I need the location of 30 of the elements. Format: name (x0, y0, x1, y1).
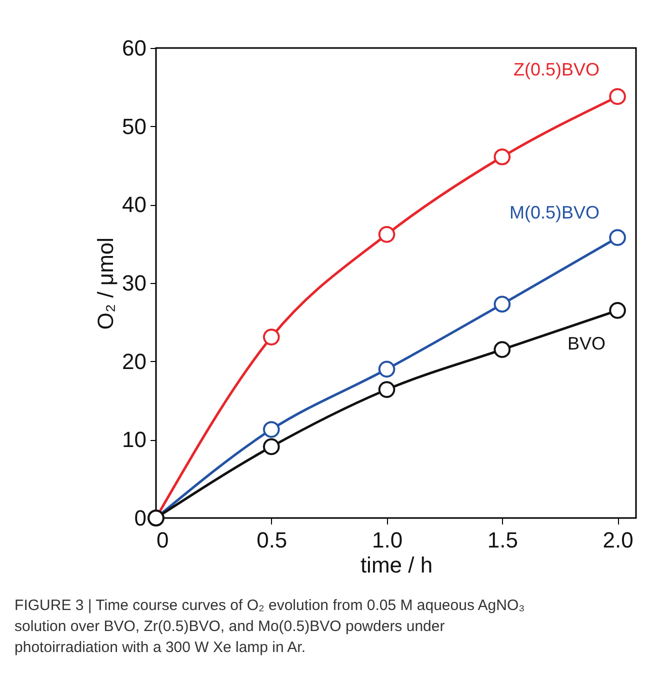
point (262, 328, 280, 346)
point (378, 226, 396, 243)
point (378, 381, 396, 398)
x-axis-title: time / h (360, 552, 433, 578)
point (494, 296, 511, 313)
y-tick-label: 60 (122, 36, 146, 60)
caption: FIGURE 3 | Time course curves of O₂ evolution from 0.05 M aqueous AgNO₃ solution over BVO, Zr(0.5)BVO, and Mo(0.5)BVO powders under photoirradiation with a 300 W Xe lamp in Ar. (14, 597, 525, 656)
x-tick-label: 2.0 (602, 528, 634, 552)
y-tick-label: 30 (122, 270, 146, 296)
point (262, 438, 280, 456)
point (262, 421, 280, 438)
x-tick-label: 1.0 (372, 528, 403, 552)
point (494, 148, 511, 166)
x-tick-label: 1.5 (487, 528, 518, 552)
point (494, 341, 511, 358)
y-tick-label: 0 (134, 506, 146, 530)
y-axis-title: O₂ / μmol (93, 237, 118, 330)
x-tick-label: 0 (156, 528, 169, 552)
point (609, 302, 626, 319)
series-label: BVO (568, 333, 606, 354)
series-label: Z(0.5)BVO (514, 60, 600, 80)
x-tick-label: 0.5 (256, 528, 288, 552)
series-label: M(0.5)BVO (510, 202, 600, 223)
y-tick-label: 20 (122, 348, 146, 374)
point (609, 88, 626, 105)
y-tick-label: 40 (122, 192, 146, 218)
y-tick-label: 50 (122, 114, 146, 139)
point (609, 229, 626, 246)
point (378, 360, 396, 378)
y-tick-label: 10 (122, 427, 146, 452)
